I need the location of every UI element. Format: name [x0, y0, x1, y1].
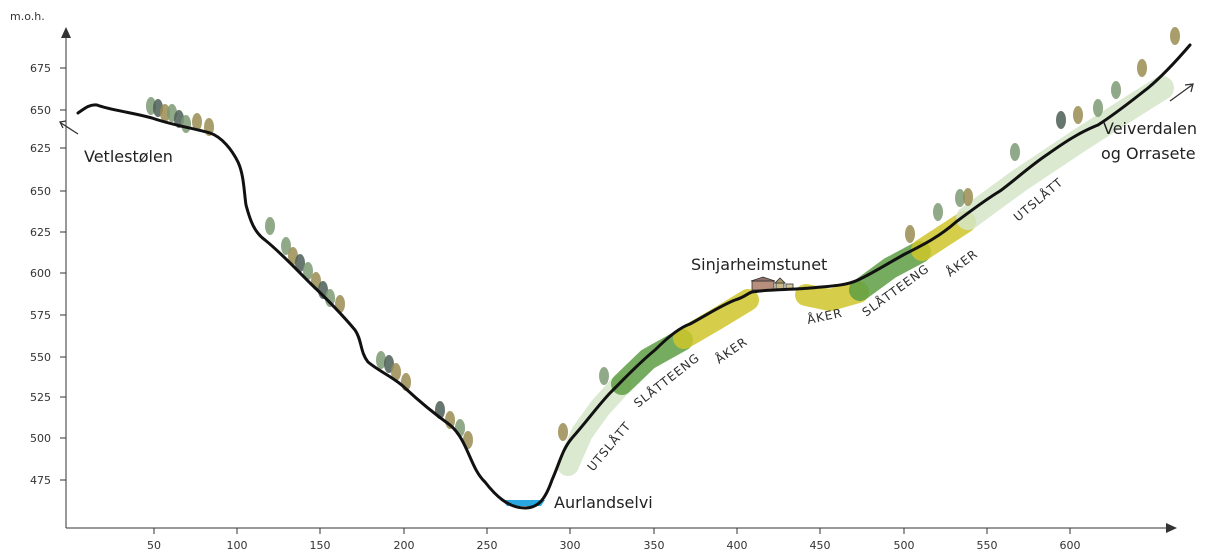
place-label-sinjarheimstunet: Sinjarheimstunet	[691, 255, 827, 274]
zone-label-aker-right: ÅKER	[943, 246, 981, 280]
terrain-profile-line	[76, 43, 1192, 510]
y-tick-label: 525	[30, 391, 51, 404]
y-tick-label: 650	[30, 104, 51, 117]
tree-icon	[265, 217, 275, 235]
tree-icon	[1111, 81, 1121, 99]
x-tick-label: 200	[394, 539, 415, 552]
place-label-veiverdalen: Veiverdalen	[1103, 119, 1197, 138]
tree-icon	[599, 367, 609, 385]
arrow-right-up-icon	[1169, 83, 1194, 102]
tree-icon	[160, 104, 170, 122]
y-tick-label: 550	[30, 351, 51, 364]
tree-icon	[1010, 143, 1020, 161]
tree-icon	[1170, 27, 1180, 45]
tree-icon	[181, 115, 191, 133]
y-axis-unit-label: m.o.h.	[10, 10, 45, 23]
zone-band-utslatt-right	[956, 76, 1174, 230]
tree-icon	[558, 423, 568, 441]
tree-icon	[1073, 106, 1083, 124]
x-tick-label: 400	[727, 539, 748, 552]
tree-icon	[192, 113, 202, 131]
y-tick-label: 500	[30, 432, 51, 445]
land-use-zones	[557, 76, 1174, 476]
x-axis-arrowhead	[1166, 523, 1177, 533]
x-tick-label: 150	[310, 539, 331, 552]
place-label-aurlandselvi: Aurlandselvi	[554, 493, 653, 512]
place-label-orrasete: og Orrasete	[1101, 144, 1196, 163]
y-axis-arrowhead	[61, 27, 71, 38]
tree-icon	[281, 237, 291, 255]
tree-icon	[1093, 99, 1103, 117]
y-axis-ticks: 675 650 625 650 625 600 575 550 525 500 475	[30, 62, 66, 487]
x-tick-label: 500	[894, 539, 915, 552]
tree-icon	[376, 351, 386, 369]
x-tick-label: 300	[560, 539, 581, 552]
tree-icon	[295, 254, 305, 272]
zone-label-aker-middle: ÅKER	[806, 305, 844, 327]
tree-icon	[1056, 111, 1066, 129]
tree-icon	[303, 262, 313, 280]
y-tick-label: 625	[30, 142, 51, 155]
zone-band-aker-right	[911, 211, 976, 261]
zone-band-slatteeng-right	[849, 241, 931, 301]
x-tick-label: 100	[227, 539, 248, 552]
y-tick-label: 650	[30, 185, 51, 198]
x-axis-ticks: 50 100 150 200 250 300 350 400 450 500 550 600	[147, 528, 1081, 552]
x-tick-label: 50	[147, 539, 161, 552]
x-tick-label: 450	[810, 539, 831, 552]
axes: m.o.h. 675 650 625 650 625 600 575 550 525 500 475…	[10, 10, 1177, 552]
tree-icon	[905, 225, 915, 243]
x-tick-label: 350	[644, 539, 665, 552]
tree-icon	[1137, 59, 1147, 77]
zone-label-aker-left: ÅKER	[712, 334, 750, 367]
y-tick-label: 625	[30, 226, 51, 239]
tree-icon	[955, 189, 965, 207]
arrow-left-up-icon	[59, 120, 79, 135]
y-tick-label: 575	[30, 309, 51, 322]
tree-icon	[391, 363, 401, 381]
x-tick-label: 550	[977, 539, 998, 552]
y-tick-label: 600	[30, 267, 51, 280]
tree-icon	[963, 188, 973, 206]
zone-band-aker-middle	[795, 281, 869, 312]
tree-icon	[325, 289, 335, 307]
place-label-vetlestolen: Vetlestølen	[84, 147, 173, 166]
zone-band-utslatt-left	[557, 375, 631, 476]
zone-band-slatteeng-left	[611, 329, 693, 395]
y-tick-label: 475	[30, 474, 51, 487]
x-tick-label: 600	[1060, 539, 1081, 552]
tree-icon	[933, 203, 943, 221]
x-tick-label: 250	[477, 539, 498, 552]
y-tick-label: 675	[30, 62, 51, 75]
zone-band-aker-left	[673, 289, 759, 349]
